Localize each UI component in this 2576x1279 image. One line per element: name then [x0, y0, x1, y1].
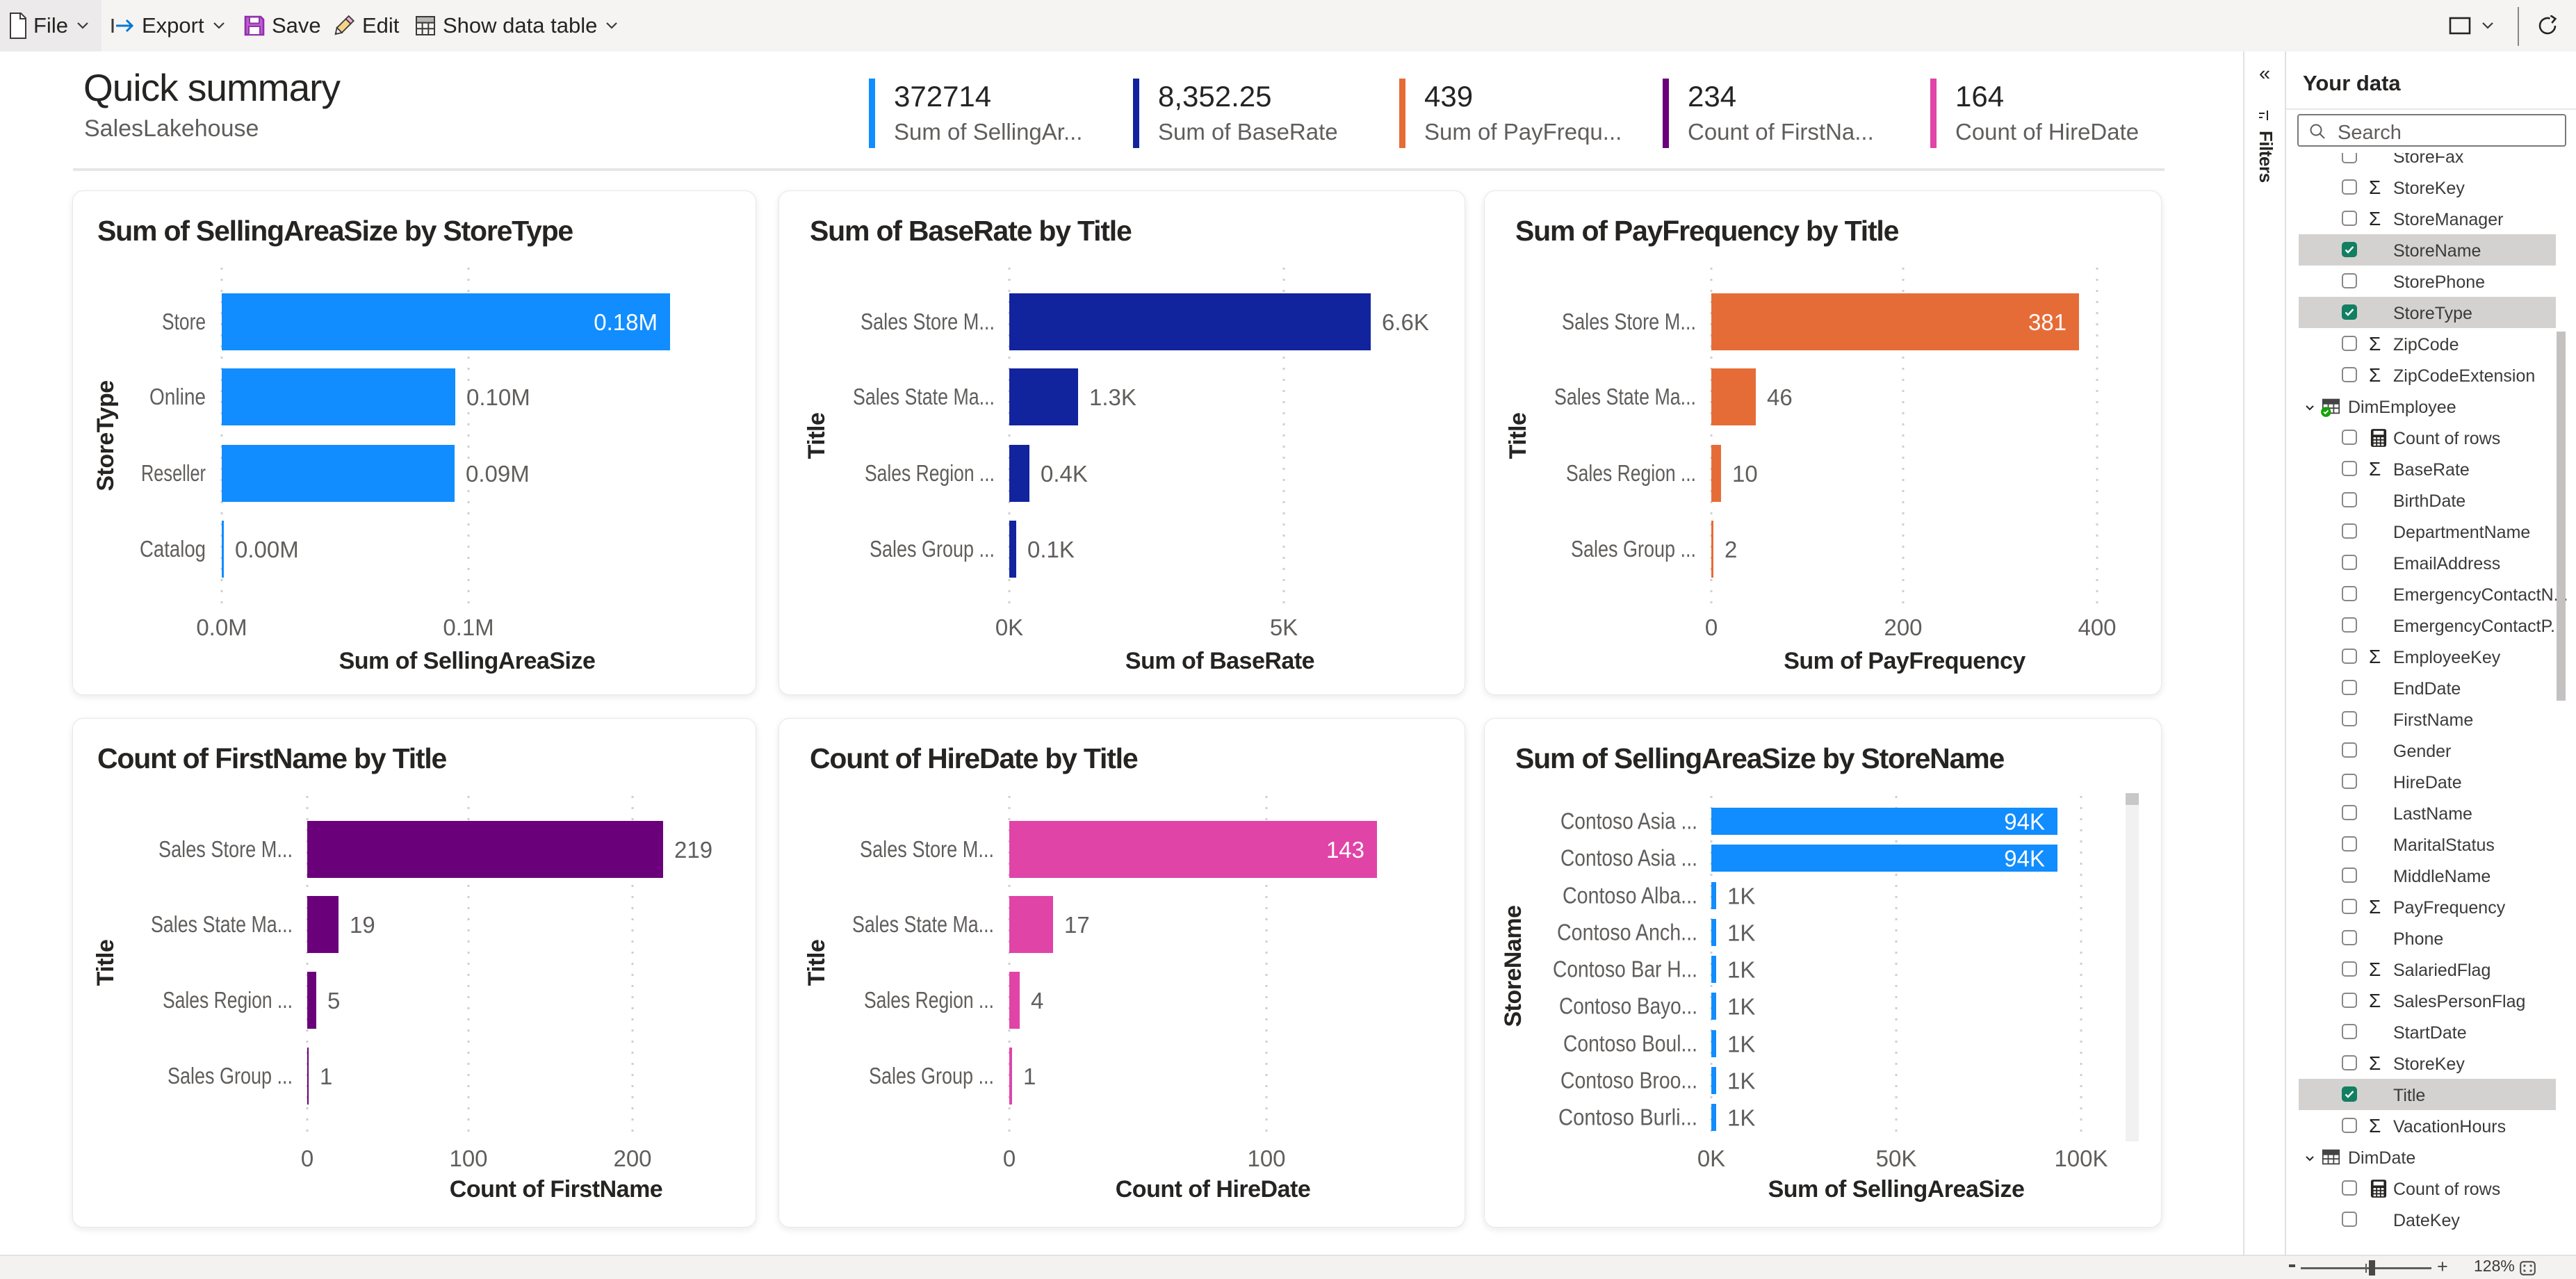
svg-text:1: 1 [320, 1064, 332, 1089]
svg-text:0K: 0K [995, 614, 1023, 640]
svg-text:Sales Region ...: Sales Region ... [864, 987, 994, 1013]
svg-text:100K: 100K [2054, 1146, 2108, 1171]
svg-text:10: 10 [1732, 461, 1758, 487]
svg-text:1K: 1K [1727, 883, 1755, 909]
svg-text:0.10M: 0.10M [466, 384, 530, 410]
svg-text:0.18M: 0.18M [594, 309, 658, 335]
svg-text:0.4K: 0.4K [1041, 461, 1088, 487]
svg-text:Sales Group ...: Sales Group ... [869, 1063, 994, 1089]
svg-text:Sales Store M...: Sales Store M... [861, 309, 995, 334]
svg-text:1K: 1K [1727, 920, 1755, 946]
svg-text:Sum of BaseRate: Sum of BaseRate [1125, 648, 1314, 674]
svg-text:Sales State Ma...: Sales State Ma... [1554, 384, 1696, 409]
svg-text:0.0M: 0.0M [196, 614, 247, 640]
svg-text:Sales Region ...: Sales Region ... [163, 987, 293, 1013]
svg-text:4: 4 [1031, 988, 1043, 1013]
svg-text:0: 0 [1003, 1146, 1016, 1171]
svg-text:Contoso Asia ...: Contoso Asia ... [1560, 845, 1697, 871]
svg-text:Sum of SellingAreaSize: Sum of SellingAreaSize [1768, 1176, 2025, 1203]
svg-text:1K: 1K [1727, 957, 1755, 983]
svg-text:Title: Title [804, 413, 830, 459]
svg-text:400: 400 [2078, 614, 2116, 640]
svg-text:6.6K: 6.6K [1382, 309, 1429, 335]
svg-text:Sum of SellingAreaSize by Stor: Sum of SellingAreaSize by StoreName [1515, 742, 2004, 774]
svg-text:94K: 94K [2004, 809, 2045, 835]
svg-text:0.00M: 0.00M [235, 537, 299, 562]
svg-text:Contoso Burli...: Contoso Burli... [1558, 1105, 1697, 1130]
svg-text:Contoso Broo...: Contoso Broo... [1560, 1068, 1697, 1093]
svg-text:Title: Title [804, 940, 830, 986]
svg-text:Sales State Ma...: Sales State Ma... [151, 911, 293, 937]
svg-text:19: 19 [350, 912, 375, 938]
svg-text:Sales Group ...: Sales Group ... [1571, 536, 1696, 562]
svg-text:Contoso Bayo...: Contoso Bayo... [1559, 993, 1697, 1019]
svg-text:5: 5 [327, 988, 340, 1013]
svg-text:Sales Group ...: Sales Group ... [870, 536, 995, 562]
svg-text:Sum of PayFrequency: Sum of PayFrequency [1784, 648, 2025, 674]
svg-text:94K: 94K [2004, 846, 2045, 872]
svg-text:17: 17 [1064, 912, 1090, 938]
svg-text:Count of FirstName by Title: Count of FirstName by Title [97, 742, 447, 774]
svg-text:219: 219 [674, 837, 712, 863]
svg-text:0: 0 [1705, 614, 1718, 640]
svg-text:0.1K: 0.1K [1027, 537, 1075, 562]
svg-text:2: 2 [1725, 537, 1737, 562]
svg-text:1: 1 [1023, 1064, 1036, 1089]
svg-text:0: 0 [301, 1146, 313, 1171]
svg-text:Sales Region ...: Sales Region ... [1566, 460, 1696, 486]
svg-text:Title: Title [1505, 413, 1531, 459]
svg-text:0K: 0K [1697, 1146, 1725, 1171]
svg-text:Contoso Boul...: Contoso Boul... [1563, 1031, 1697, 1057]
svg-text:Contoso Anch...: Contoso Anch... [1557, 920, 1697, 945]
svg-text:Sum of BaseRate by Title: Sum of BaseRate by Title [810, 215, 1132, 247]
svg-text:Sales Store M...: Sales Store M... [860, 836, 994, 862]
svg-text:Store: Store [162, 309, 206, 334]
svg-text:46: 46 [1767, 384, 1793, 410]
svg-text:Sum of PayFrequency by Title: Sum of PayFrequency by Title [1515, 215, 1899, 247]
svg-text:50K: 50K [1876, 1146, 1917, 1171]
svg-text:Sum of SellingAreaSize: Sum of SellingAreaSize [339, 648, 596, 674]
svg-text:StoreName: StoreName [1500, 905, 1526, 1027]
svg-text:Sales State Ma...: Sales State Ma... [852, 911, 994, 937]
svg-text:100: 100 [449, 1146, 487, 1171]
svg-text:Contoso Asia ...: Contoso Asia ... [1560, 808, 1697, 834]
svg-text:1.3K: 1.3K [1089, 384, 1136, 410]
svg-text:Count of HireDate: Count of HireDate [1116, 1176, 1311, 1203]
svg-text:1K: 1K [1727, 994, 1755, 1020]
svg-text:0.1M: 0.1M [443, 614, 494, 640]
svg-text:143: 143 [1326, 837, 1364, 863]
svg-text:200: 200 [613, 1146, 651, 1171]
svg-text:Sales Region ...: Sales Region ... [865, 460, 995, 486]
svg-text:Count of HireDate by Title: Count of HireDate by Title [810, 742, 1138, 774]
svg-text:200: 200 [1884, 614, 1922, 640]
svg-text:5K: 5K [1270, 614, 1298, 640]
svg-text:1K: 1K [1727, 1068, 1755, 1094]
svg-text:0.09M: 0.09M [466, 461, 530, 487]
svg-text:1K: 1K [1727, 1105, 1755, 1131]
svg-text:Contoso Alba...: Contoso Alba... [1563, 883, 1697, 909]
svg-text:Count of FirstName: Count of FirstName [450, 1176, 662, 1203]
svg-text:Contoso Bar H...: Contoso Bar H... [1553, 956, 1697, 982]
svg-text:Sales Group ...: Sales Group ... [168, 1063, 293, 1089]
svg-text:Sales Store M...: Sales Store M... [158, 836, 293, 862]
svg-text:Online: Online [149, 384, 206, 409]
svg-text:Title: Title [92, 940, 119, 986]
svg-text:Sum of SellingAreaSize by Stor: Sum of SellingAreaSize by StoreType [97, 215, 573, 247]
svg-text:100: 100 [1247, 1146, 1285, 1171]
svg-text:1K: 1K [1727, 1032, 1755, 1057]
svg-text:Sales State Ma...: Sales State Ma... [853, 384, 995, 409]
svg-text:381: 381 [2028, 309, 2066, 335]
svg-text:Reseller: Reseller [141, 460, 206, 486]
svg-text:StoreType: StoreType [92, 380, 119, 491]
svg-text:Sales Store M...: Sales Store M... [1562, 309, 1696, 334]
svg-text:Catalog: Catalog [140, 536, 206, 562]
